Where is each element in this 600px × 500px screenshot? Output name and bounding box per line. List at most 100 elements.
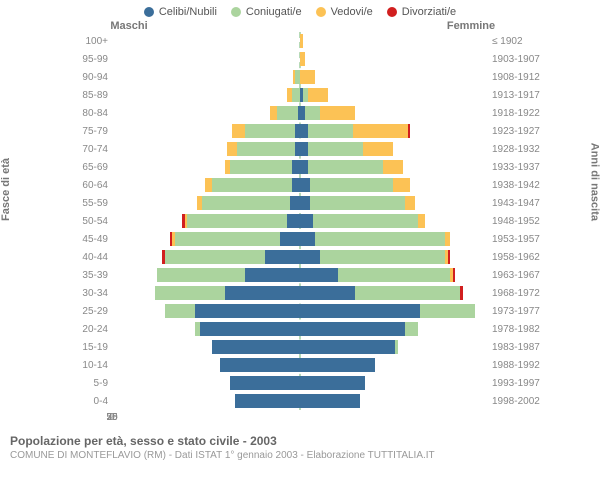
bar-segment [175, 232, 280, 246]
male-bar [112, 394, 300, 408]
bar-segment [405, 322, 418, 336]
legend-swatch [144, 7, 154, 17]
age-label: 85-89 [58, 90, 112, 101]
bar-segment [418, 214, 426, 228]
bar-segment [292, 88, 300, 102]
male-bar [112, 106, 300, 120]
pyramid-row: 70-741928-1932 [58, 140, 542, 158]
birth-year-label: 1973-1977 [488, 306, 542, 317]
age-label: 100+ [58, 36, 112, 47]
bar-group [112, 214, 488, 228]
male-bar [112, 196, 300, 210]
bar-segment [453, 268, 456, 282]
bar-segment [395, 340, 398, 354]
gender-headers: Maschi Femmine [58, 20, 542, 32]
bar-group [112, 268, 488, 282]
bar-segment [393, 178, 411, 192]
bar-segment [212, 178, 292, 192]
legend-label: Celibi/Nubili [159, 6, 217, 18]
bar-segment [300, 34, 303, 48]
bar-segment [300, 142, 308, 156]
female-bar [300, 196, 488, 210]
pyramid-row: 40-441958-1962 [58, 248, 542, 266]
pyramid-row: 20-241978-1982 [58, 320, 542, 338]
bar-segment [265, 250, 300, 264]
bar-segment [155, 286, 225, 300]
bar-segment [353, 124, 408, 138]
bar-group [112, 160, 488, 174]
pyramid-row: 45-491953-1957 [58, 230, 542, 248]
legend: Celibi/NubiliConiugati/eVedovi/eDivorzia… [0, 0, 600, 20]
bar-segment [300, 178, 310, 192]
bar-segment [230, 376, 300, 390]
birth-year-label: 1913-1917 [488, 90, 542, 101]
bar-group [112, 376, 488, 390]
age-label: 15-19 [58, 342, 112, 353]
birth-year-label: 1958-1962 [488, 252, 542, 263]
y-axis-left-label: Fasce di età [0, 158, 12, 221]
female-bar [300, 52, 488, 66]
legend-label: Divorziati/e [402, 6, 456, 18]
bar-group [112, 124, 488, 138]
birth-year-label: 1978-1982 [488, 324, 542, 335]
legend-item: Celibi/Nubili [144, 6, 217, 18]
female-bar [300, 142, 488, 156]
bar-segment [300, 304, 420, 318]
male-bar [112, 70, 300, 84]
age-label: 30-34 [58, 288, 112, 299]
bar-segment [235, 394, 300, 408]
birth-year-label: 1968-1972 [488, 288, 542, 299]
male-bar [112, 52, 300, 66]
birth-year-label: 1928-1932 [488, 144, 542, 155]
bar-group [112, 106, 488, 120]
age-label: 80-84 [58, 108, 112, 119]
bar-segment [300, 196, 310, 210]
age-label: 95-99 [58, 54, 112, 65]
bar-group [112, 142, 488, 156]
female-bar [300, 250, 488, 264]
bar-group [112, 286, 488, 300]
female-bar [300, 214, 488, 228]
bar-segment [408, 124, 411, 138]
bar-segment [448, 250, 451, 264]
plot-area: 100+≤ 190295-991903-190790-941908-191285… [58, 32, 542, 410]
bar-segment [300, 52, 305, 66]
bar-segment [315, 232, 445, 246]
age-label: 90-94 [58, 72, 112, 83]
legend-item: Coniugati/e [231, 6, 302, 18]
bar-segment [300, 232, 315, 246]
pyramid-row: 0-41998-2002 [58, 392, 542, 410]
male-bar [112, 268, 300, 282]
male-bar [112, 88, 300, 102]
male-bar [112, 376, 300, 390]
y-axis-right-label: Anni di nascita [588, 143, 600, 221]
female-bar [300, 286, 488, 300]
bar-segment [292, 160, 300, 174]
legend-swatch [231, 7, 241, 17]
pyramid-row: 85-89 1913-1917 [58, 86, 542, 104]
pyramid-row: 10-141988-1992 [58, 356, 542, 374]
legend-label: Coniugati/e [246, 6, 302, 18]
birth-year-label: 1988-1992 [488, 360, 542, 371]
bar-segment [405, 196, 415, 210]
age-label: 45-49 [58, 234, 112, 245]
bar-segment [237, 142, 295, 156]
bar-group [112, 178, 488, 192]
bar-segment [287, 214, 300, 228]
birth-year-label: 1918-1922 [488, 108, 542, 119]
birth-year-label: 1903-1907 [488, 54, 542, 65]
bar-segment [202, 196, 290, 210]
female-bar [300, 178, 488, 192]
bar-segment [245, 268, 300, 282]
female-bar [300, 394, 488, 408]
bar-segment [308, 88, 328, 102]
age-label: 60-64 [58, 180, 112, 191]
legend-item: Divorziati/e [387, 6, 456, 18]
bar-segment [300, 124, 308, 138]
birth-year-label: ≤ 1902 [488, 36, 542, 47]
bar-group [112, 304, 488, 318]
pyramid-row: 35-391963-1967 [58, 266, 542, 284]
bar-segment [355, 286, 460, 300]
male-bar [112, 286, 300, 300]
female-bar [300, 124, 488, 138]
